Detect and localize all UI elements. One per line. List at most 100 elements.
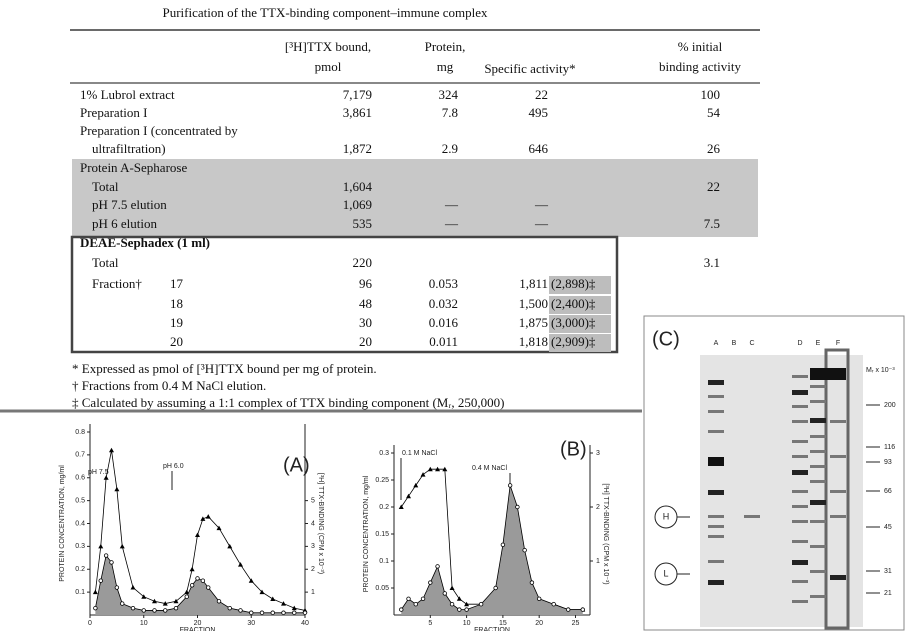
y2-tick-label: 2 <box>596 504 600 511</box>
point <box>436 565 440 569</box>
table-cell: (2,400)‡ <box>551 296 596 311</box>
row-label: 18 <box>170 296 183 311</box>
table-cell: 3.1 <box>704 255 720 270</box>
table-cell: 0.011 <box>429 334 458 349</box>
point <box>99 579 103 583</box>
column-header: Specific activity* <box>484 61 575 76</box>
column-header: [³H]TTX bound, <box>285 39 371 54</box>
table-cell: (2,898)‡ <box>551 276 596 291</box>
mr-label: Mᵣ x 10⁻³ <box>866 367 895 374</box>
y-tick-label: 0.1 <box>75 589 85 596</box>
marker-label: 116 <box>884 444 895 451</box>
band <box>810 595 826 598</box>
row-label: pH 7.5 elution <box>92 197 167 212</box>
column-header: binding activity <box>659 59 741 74</box>
table-cell: 48 <box>359 296 372 311</box>
panel-label: (B) <box>560 438 587 460</box>
table-cell: 22 <box>535 87 548 102</box>
band <box>708 525 724 528</box>
table-cell: 20 <box>359 334 372 349</box>
x-tick-label: 30 <box>247 620 255 627</box>
x-tick-label: 0 <box>88 620 92 627</box>
table-cell: 535 <box>353 216 373 231</box>
band <box>708 395 724 398</box>
y-tick-label: 0.25 <box>375 477 389 484</box>
table-cell: 646 <box>529 141 549 156</box>
row-label: Total <box>92 255 119 270</box>
y-tick-label: 0.5 <box>75 497 85 504</box>
table-cell: 495 <box>529 105 549 120</box>
table-cell: 96 <box>359 276 373 291</box>
y-tick-label: 0.1 <box>379 558 389 565</box>
point <box>292 611 296 615</box>
x-tick-label: 5 <box>428 620 432 627</box>
table-cell: 324 <box>439 87 459 102</box>
x-tick-label: 10 <box>140 620 148 627</box>
point <box>115 586 119 590</box>
y2-tick-label: 1 <box>311 589 315 596</box>
annotation: pH 6.0 <box>163 463 184 470</box>
table-cell: 1,818 <box>519 334 548 349</box>
band <box>810 450 826 453</box>
table-cell: 100 <box>701 87 721 102</box>
marker-label: 200 <box>884 402 896 409</box>
band <box>810 500 826 505</box>
band <box>792 600 808 603</box>
annotation: 0.4 M NaCl <box>472 465 507 472</box>
table-cell: 1,811 <box>519 276 548 291</box>
y-axis-label: PROTEIN CONCENTRATION, mg/ml <box>363 475 370 592</box>
lane-label: A <box>714 340 719 347</box>
point <box>206 586 210 590</box>
marker-label: 93 <box>884 459 892 466</box>
row-label: Preparation I <box>80 105 148 120</box>
lane-label: E <box>816 340 821 347</box>
row-label: Preparation I (concentrated by <box>80 123 238 138</box>
band <box>792 390 808 395</box>
point <box>239 609 243 613</box>
table-cell: — <box>444 197 459 212</box>
point <box>530 581 534 585</box>
row-label: 20 <box>170 334 183 349</box>
band <box>792 420 808 423</box>
point <box>153 609 157 613</box>
row-label: 17 <box>170 276 184 291</box>
band <box>792 505 808 508</box>
band <box>708 560 724 563</box>
band <box>792 520 808 523</box>
table-cell: 22 <box>707 179 720 194</box>
y-tick-label: 0.3 <box>75 543 85 550</box>
x-tick-label: 10 <box>463 620 471 627</box>
y2-tick-label: 3 <box>311 543 315 550</box>
panel-label: (A) <box>283 454 310 476</box>
annotation: pH 7.5 <box>88 469 109 476</box>
point <box>217 599 221 603</box>
table-cell: 0.053 <box>429 276 458 291</box>
table-cell: 220 <box>353 255 373 270</box>
point <box>142 609 146 613</box>
row-label: 1% Lubrol extract <box>80 87 175 102</box>
table-cell: 30 <box>359 315 372 330</box>
marker-label: 45 <box>884 524 892 531</box>
band <box>792 560 808 565</box>
point <box>450 602 454 606</box>
point <box>552 602 556 606</box>
footnote: † Fractions from 0.4 M NaCl elution. <box>72 378 266 393</box>
band <box>830 575 846 580</box>
band <box>708 380 724 385</box>
row-label: 19 <box>170 315 183 330</box>
marker-label: 66 <box>884 488 892 495</box>
column-header: pmol <box>315 59 342 74</box>
table-cell: 2.9 <box>442 141 458 156</box>
band <box>792 440 808 443</box>
point <box>190 583 194 587</box>
point <box>566 608 570 612</box>
table-cell: 3,861 <box>343 105 372 120</box>
table-cell: 1,872 <box>343 141 372 156</box>
band <box>810 400 826 403</box>
x-tick-label: 15 <box>499 620 507 627</box>
y2-tick-label: 1 <box>596 558 600 565</box>
row-label: DEAE-Sephadex (1 ml) <box>80 235 210 250</box>
point <box>174 606 178 610</box>
row-label: Total <box>92 179 119 194</box>
